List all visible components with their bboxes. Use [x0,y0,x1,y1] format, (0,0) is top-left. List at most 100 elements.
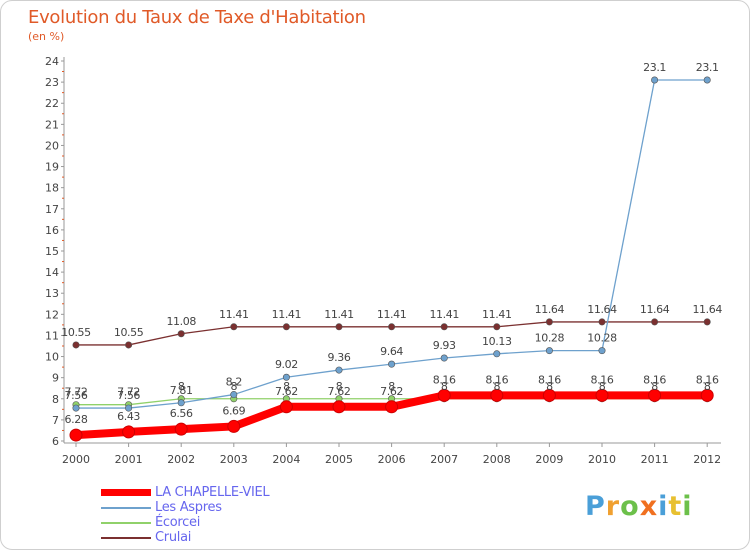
logo-letter: r [605,491,621,522]
data-point [440,323,448,331]
x-tick-label: 2011 [641,453,669,466]
y-tick-label: 23 [45,76,59,89]
data-point [493,323,501,331]
data-point [388,360,396,368]
legend-swatch [101,489,151,496]
data-point [700,388,714,402]
data-label: 8.2 [226,376,242,389]
data-label: 8 [388,380,395,393]
x-tick-label: 2008 [483,453,511,466]
legend-label: Crulai [155,530,192,545]
logo-letter: x [639,491,659,522]
data-point [595,388,609,402]
proxiti-logo: Proxiti [585,491,693,522]
data-label: 7.81 [170,384,193,397]
data-point [282,373,290,381]
data-point [335,366,343,374]
data-label: 8 [651,380,658,393]
data-label: 8.16 [433,373,456,386]
legend-entry: Crulai [101,530,361,545]
data-label: 10.28 [535,332,565,345]
y-tick-label: 18 [45,182,59,195]
x-tick-label: 2012 [693,453,721,466]
x-tick-label: 2000 [62,453,90,466]
data-point [598,347,606,355]
data-label: 6.69 [222,404,245,417]
data-point [545,318,553,326]
data-label: 9.64 [380,345,403,358]
data-point [542,388,556,402]
data-label: 11.41 [324,308,354,321]
data-label: 7.56 [65,389,88,402]
data-point [388,323,396,331]
data-label: 11.64 [692,303,722,316]
y-tick-label: 9 [52,372,59,385]
data-label: 9.93 [433,339,456,352]
data-label: 11.41 [482,308,512,321]
x-tick-label: 2010 [588,453,616,466]
legend-swatch [101,507,151,509]
data-label: 8.16 [591,373,614,386]
legend-entry: Écorcei [101,515,361,530]
data-point [440,354,448,362]
x-tick-label: 2004 [272,453,300,466]
data-label: 8 [336,380,343,393]
data-point [174,422,188,436]
data-point [335,323,343,331]
data-label: 10.13 [482,335,512,348]
data-label: 10.28 [587,332,617,345]
data-label: 7.62 [275,385,298,398]
data-label: 11.64 [535,303,565,316]
data-label: 7.72 [65,386,88,399]
data-label: 11.41 [219,308,249,321]
x-tick-label: 2005 [325,453,353,466]
data-label: 6.28 [65,413,88,426]
data-label: 11.08 [166,315,196,328]
data-point [69,428,83,442]
legend-label: Les Aspres [155,500,222,515]
y-tick-label: 12 [45,308,59,321]
data-point [651,318,659,326]
logo-letter: P [585,491,606,522]
data-point [703,76,711,84]
data-point [279,400,293,414]
data-label: 7.62 [328,385,351,398]
data-point [490,388,504,402]
y-tick-label: 21 [45,118,59,131]
data-label: 6.43 [117,410,140,423]
data-label: 8.16 [696,373,719,386]
data-label: 11.41 [272,308,302,321]
y-tick-label: 13 [45,287,59,300]
data-label: 8 [599,380,606,393]
data-point [177,330,185,338]
data-label: 23.1 [696,61,719,74]
data-label: 10.55 [114,326,144,339]
series-line [75,79,708,409]
legend-label: LA CHAPELLE-VIEL [155,485,270,500]
logo-letter: i [658,491,669,522]
x-tick-label: 2009 [535,453,563,466]
data-point [72,404,80,412]
x-tick-label: 2002 [167,453,195,466]
data-point [493,350,501,358]
data-point [230,323,238,331]
data-label: 11.64 [640,303,670,316]
data-point [437,388,451,402]
chart-subtitle: (en %) [28,30,65,43]
legend-swatch [101,537,151,539]
logo-letter: i [682,491,693,522]
data-label: 10.55 [61,326,91,339]
y-tick-label: 20 [45,139,59,152]
y-tick-label: 14 [45,266,59,279]
data-label: 8.16 [485,373,508,386]
y-tick-label: 17 [45,203,59,216]
line-chart: 6 7 8 9 10 11 12 13 14 15 16 17 18 19 20 21 22 23 24 2000 20… [45,55,723,466]
legend-swatch [101,522,151,524]
y-tick-label: 22 [45,97,59,110]
data-point [545,347,553,355]
y-tick-label: 8 [52,393,59,406]
data-point [703,318,711,326]
data-label: 8 [230,380,237,393]
data-label: 8 [493,380,500,393]
